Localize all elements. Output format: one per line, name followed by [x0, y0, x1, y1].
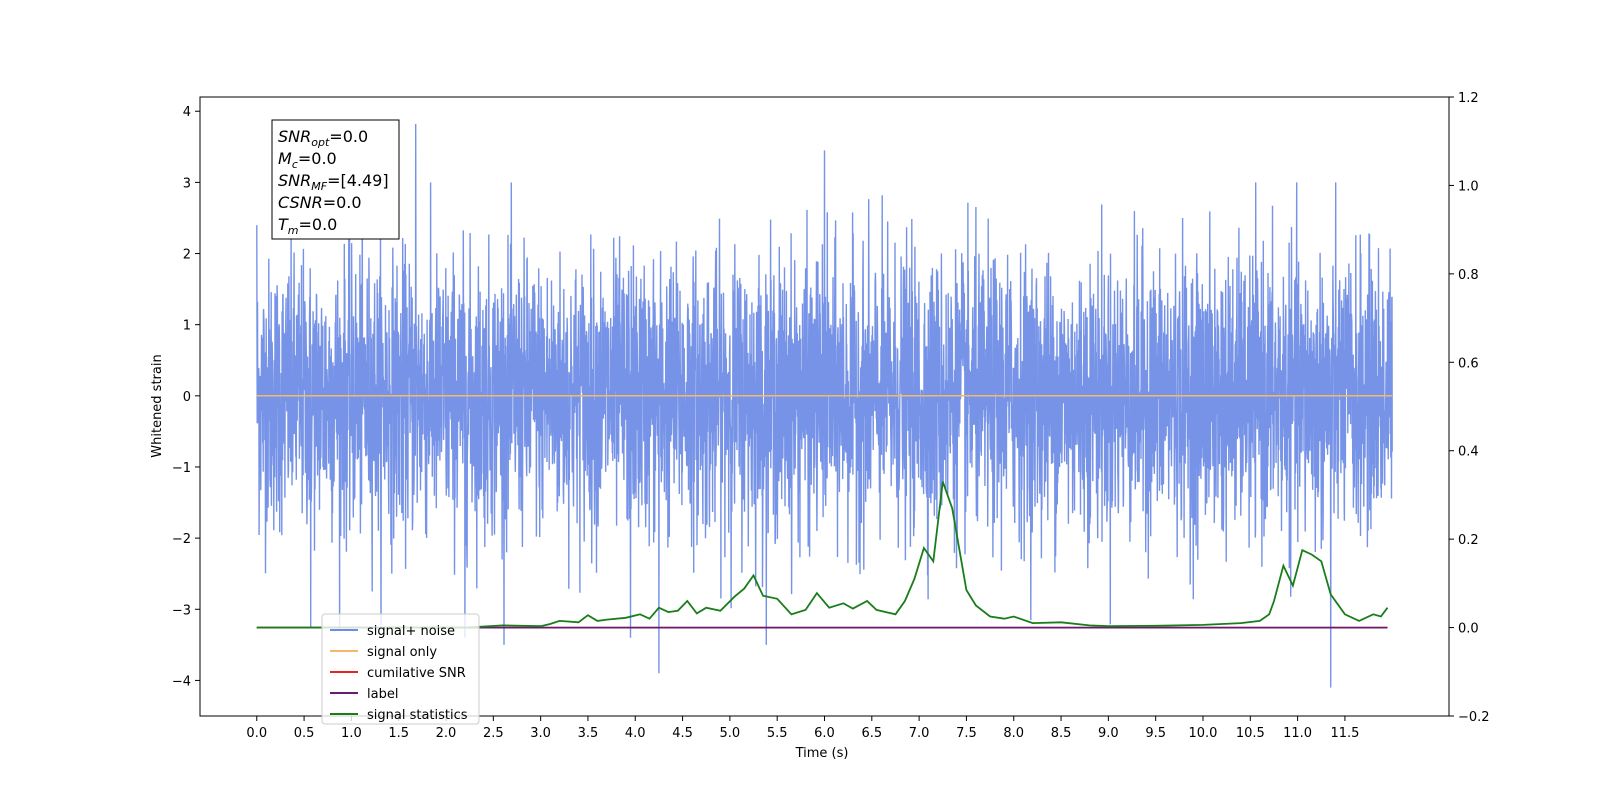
x-tick-label: 9.0 — [1098, 726, 1119, 741]
y-right-tick-label: 0.2 — [1458, 533, 1479, 548]
x-tick-label: 3.5 — [578, 726, 599, 741]
x-tick-label: 1.5 — [388, 726, 409, 741]
x-tick-label: 2.5 — [483, 726, 504, 741]
x-tick-label: 7.0 — [909, 726, 930, 741]
legend-entry: cumilative SNR — [367, 666, 466, 681]
y-right-tick-label: 1.2 — [1458, 91, 1479, 106]
x-tick-label: 5.0 — [720, 726, 741, 741]
y-tick-label: −2 — [172, 532, 191, 547]
y-tick-label: 0 — [183, 390, 191, 405]
y-right-tick-label: −0.2 — [1458, 710, 1490, 725]
x-axis-label: Time (s) — [795, 746, 849, 761]
x-tick-label: 6.0 — [814, 726, 835, 741]
legend-entry: signal+ noise — [367, 624, 455, 639]
x-tick-label: 11.5 — [1330, 726, 1359, 741]
y-tick-label: −1 — [172, 461, 191, 476]
x-tick-label: 4.5 — [672, 726, 693, 741]
y-tick-label: −3 — [172, 603, 191, 618]
annotation-line: SNRopt=0.0 — [278, 127, 368, 149]
y-tick-label: −4 — [172, 674, 191, 689]
legend-entry: signal only — [367, 645, 437, 660]
x-tick-label: 5.5 — [767, 726, 788, 741]
series-signal-statistics — [256, 481, 1389, 629]
x-tick-label: 2.0 — [436, 726, 457, 741]
legend-entry: label — [367, 687, 398, 702]
y-right-tick-label: 0.6 — [1458, 356, 1479, 371]
annotation-line: SNRMF=[4.49] — [278, 171, 389, 193]
series-signal-noise — [256, 123, 1393, 688]
y-right-tick-label: 1.0 — [1458, 179, 1479, 194]
x-tick-label: 10.5 — [1236, 726, 1265, 741]
x-tick-label: 0.0 — [246, 726, 267, 741]
y-tick-label: 3 — [183, 176, 191, 191]
y-axis-label: Whitened strain — [150, 354, 165, 457]
y-tick-label: 4 — [183, 105, 191, 120]
legend-entry: signal statistics — [367, 708, 468, 723]
x-tick-label: 0.5 — [294, 726, 315, 741]
x-tick-label: 9.5 — [1145, 726, 1166, 741]
x-tick-label: 6.5 — [861, 726, 882, 741]
y-tick-label: 1 — [183, 319, 191, 334]
y-right-tick-label: 0.0 — [1458, 622, 1479, 637]
x-tick-label: 1.0 — [341, 726, 362, 741]
y-right-tick-label: 0.8 — [1458, 268, 1479, 283]
x-tick-label: 11.0 — [1283, 726, 1312, 741]
annotation-line: Mc=0.0 — [278, 149, 337, 171]
x-tick-label: 8.5 — [1051, 726, 1072, 741]
x-tick-label: 7.5 — [956, 726, 977, 741]
x-tick-label: 8.0 — [1003, 726, 1024, 741]
annotation-line: Tm=0.0 — [278, 215, 337, 237]
x-tick-label: 3.0 — [530, 726, 551, 741]
annotation-line: CSNR=0.0 — [278, 193, 362, 212]
x-tick-label: 10.0 — [1189, 726, 1218, 741]
x-tick-label: 4.0 — [625, 726, 646, 741]
legend: signal+ noise signal only cumilative SNR la… — [321, 613, 480, 725]
y-right-tick-label: 0.4 — [1458, 445, 1479, 460]
y-tick-label: 2 — [183, 248, 191, 263]
